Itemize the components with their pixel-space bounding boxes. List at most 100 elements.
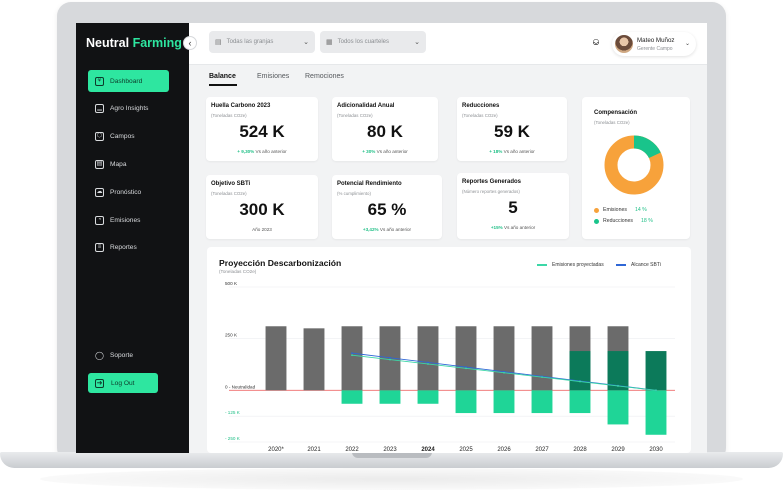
sidebar-item-label: Reportes: [110, 244, 137, 252]
card-value: 5: [508, 198, 518, 217]
chevron-down-icon: ⌄: [685, 41, 691, 47]
grid-icon: ▦: [326, 39, 333, 46]
x-tick-label: 2022: [345, 447, 359, 453]
chevron-left-icon: ‹: [188, 38, 192, 48]
legend-swatch: [594, 207, 599, 213]
card-title: Potencial Rendimiento: [337, 181, 402, 187]
line-point: [465, 366, 467, 368]
card-unit: (Toneladas CO2e): [594, 120, 630, 125]
card-reportes-generados[interactable]: Reportes Generados (Número reportes gene…: [457, 173, 569, 239]
legend-reducciones: Reducciones 18 %: [594, 218, 653, 224]
line-point: [389, 358, 391, 361]
tab-remociones[interactable]: Remociones: [305, 73, 344, 80]
card-compensacion[interactable]: Compensación (Toneladas CO2e) Emisiones …: [582, 97, 690, 239]
card-delta: + 30% Vs año anterior: [332, 149, 438, 154]
bar-emissions: [493, 326, 515, 391]
bell-icon[interactable]: ⎉: [592, 37, 600, 48]
card-value: 80 K: [367, 122, 403, 141]
card-delta: + 18% Vs año anterior: [457, 149, 567, 154]
sidebar-item-label: Soporte: [109, 351, 134, 359]
card-unit: (Toneladas CO2e): [337, 113, 373, 118]
logout-label: Log Out: [111, 379, 135, 387]
stack-icon: ≡: [95, 243, 104, 253]
x-tick-label: 2026: [497, 447, 511, 453]
x-tick-label: 2027: [535, 447, 549, 453]
sidebar-item-campos[interactable]: ⬡ Campos: [88, 126, 169, 148]
card-huella-carbono[interactable]: Huella Carbono 2023 (Toneladas CO2e) 524…: [206, 97, 318, 161]
card-unit: (Toneladas CO2e): [462, 113, 498, 118]
delta-percent: +3,42%: [362, 227, 379, 232]
bar-reductions-light: [379, 390, 401, 404]
sidebar-item-emisiones[interactable]: ◔ Emisiones: [88, 209, 169, 231]
line-point: [503, 371, 505, 374]
card-reducciones[interactable]: Reducciones (Toneladas CO2e) 59 K + 18% …: [457, 97, 567, 161]
logout-button[interactable]: ➜ Log Out: [88, 373, 158, 393]
sidebar-item-reportes[interactable]: ≡ Reportes: [88, 237, 169, 259]
field-select-value: Todos los cuarteles: [337, 39, 389, 45]
card-value: 524 K: [239, 122, 285, 141]
bar-reductions-dark: [645, 351, 667, 391]
delta-percent: + 30%: [362, 149, 376, 154]
user-menu[interactable]: Mateo Muñoz Gerente Campo ⌄: [612, 32, 696, 56]
x-tick-label: 2025: [459, 447, 473, 453]
card-title: Compensación: [594, 110, 638, 116]
delta-label: Vs año anterior: [376, 149, 408, 154]
legend-value: 18 %: [641, 218, 653, 224]
bar-reductions-light: [531, 390, 553, 414]
tab-balance[interactable]: Balance: [209, 73, 236, 80]
card-delta: +3,42% Vs año anterior: [332, 227, 442, 232]
legend-label: Emisiones: [603, 207, 627, 213]
brand-logo[interactable]: Neutral Farming: [86, 36, 182, 50]
laptop-shadow: [40, 468, 743, 490]
user-name: Mateo Muñoz: [637, 37, 675, 44]
x-tick-label: 2020*: [268, 447, 284, 453]
y-tick-label: 0 - Neutralidad: [225, 384, 256, 389]
bar-reductions-light: [607, 390, 629, 425]
y-tick-label: - 250 K: [225, 436, 241, 441]
line-point: [465, 367, 467, 370]
card-delta: Año 2023: [206, 227, 318, 232]
sidebar-item-agro-insights[interactable]: ▁ Agro Insights: [88, 98, 169, 120]
sidebar-item-mapa[interactable]: ▤ Mapa: [88, 153, 169, 175]
active-tab-indicator: [209, 84, 237, 86]
laptop-base: [0, 452, 783, 468]
brand-accent: Farming: [132, 36, 182, 50]
x-tick-label: 2028: [573, 447, 587, 453]
legend-emisiones-proyectadas: Emisiones proyectadas: [537, 262, 604, 268]
card-title: Reportes Generados: [462, 179, 522, 185]
delta-percent: + 9,30%: [237, 149, 255, 154]
farm-select[interactable]: ▤ Todas las granjas ⌄: [209, 31, 315, 53]
bar-reductions-light: [455, 390, 477, 414]
chart-title: Proyección Descarbonización: [219, 258, 342, 268]
bar-emissions: [455, 326, 477, 391]
projection-chart: 500 K 250 K 0 - Neutralidad - 125 K - 250 K 2…: [225, 281, 675, 453]
bar-emissions: [417, 326, 439, 391]
line-point: [579, 380, 581, 383]
legend-line: [537, 264, 547, 266]
bar-reductions-light: [645, 390, 667, 435]
card-objetivo-sbti[interactable]: Objetivo SBTi (Toneladas CO2e) 300 K Año…: [206, 175, 318, 239]
headset-icon: ◯: [95, 350, 104, 360]
sidebar-item-dashboard[interactable]: ⚘ Dashboard: [88, 70, 169, 92]
x-tick-label: 2029: [611, 447, 625, 453]
field-icon: ⬡: [95, 132, 104, 142]
legend-label: Alcance SBTi: [631, 262, 661, 268]
collapse-sidebar-button[interactable]: ‹: [183, 36, 197, 50]
sidebar-item-label: Dashboard: [110, 77, 143, 85]
line-point: [427, 363, 429, 365]
bar-emissions: [531, 326, 553, 391]
sidebar-item-label: Emisiones: [110, 216, 141, 224]
field-select[interactable]: ▦ Todos los cuarteles ⌄: [320, 31, 426, 53]
card-potencial-rendimiento[interactable]: Potencial Rendimiento (% cumplimiento) 6…: [332, 175, 442, 239]
card-value: 59 K: [494, 122, 530, 141]
legend-emisiones: Emisiones 14 %: [594, 207, 647, 213]
legend-label: Reducciones: [603, 218, 633, 224]
sidebar-item-pron-stico[interactable]: ☁ Pronóstico: [88, 181, 169, 203]
card-adicionalidad[interactable]: Adicionalidad Anual (Toneladas CO2e) 80 …: [332, 97, 438, 161]
card-delta: + 9,30% Vs año anterior: [206, 149, 318, 154]
tab-emisiones[interactable]: Emisiones: [257, 73, 290, 80]
sidebar-item-support[interactable]: ◯ Soporte: [88, 344, 169, 366]
bar-reductions-light: [493, 390, 515, 414]
x-tick-label: 2023: [383, 447, 397, 453]
